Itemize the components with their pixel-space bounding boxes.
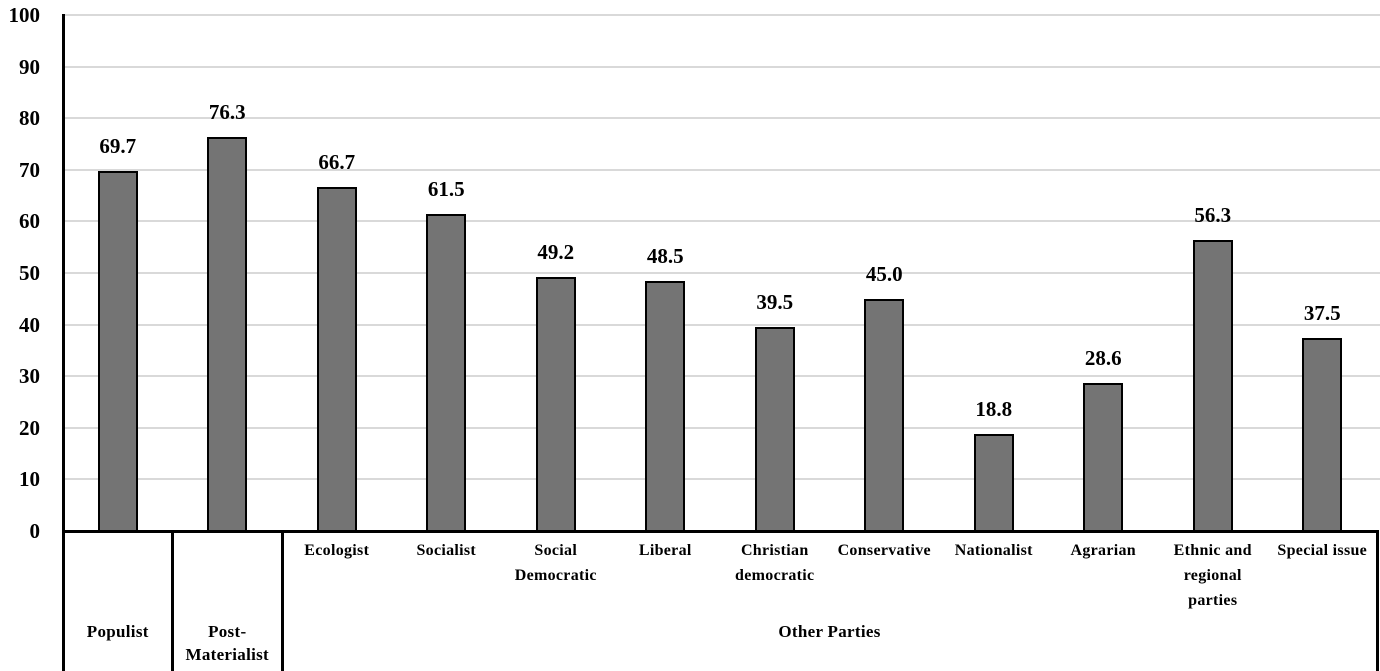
bar [1083, 383, 1124, 533]
bar [97, 171, 138, 533]
gridline-y-20 [63, 426, 1380, 429]
gridline-y-80 [63, 117, 1380, 120]
bar-value-label: 18.8 [975, 396, 1013, 421]
y-axis-tick-label: 60 [19, 209, 40, 234]
gridline-y-70 [63, 168, 1380, 171]
y-axis-tick-label: 50 [19, 261, 40, 285]
y-axis-tick-label: 90 [19, 54, 40, 79]
y-axis-tick-label: 100 [8, 3, 41, 27]
group-label: Other Parties [778, 622, 881, 641]
group-separator-line [1375, 529, 1379, 671]
bar-value-label: 61.5 [427, 176, 465, 201]
bar [754, 327, 795, 533]
bar [1302, 337, 1343, 533]
group-separator-line [171, 529, 174, 671]
category-label: Christian democratic [735, 542, 815, 584]
category-label: Social Democratic [514, 542, 597, 584]
bar-value-label: 69.7 [99, 134, 137, 159]
bar [426, 213, 467, 533]
y-axis-tick-label: 0 [29, 519, 41, 543]
category-label: Ethnic and regional parties [1173, 542, 1252, 609]
category-label: Special issue [1277, 542, 1368, 559]
group-label: Post- Materialist [185, 622, 270, 664]
x-axis-line [61, 529, 1378, 533]
bar [316, 186, 357, 533]
bar [207, 137, 248, 533]
group-label: Populist [86, 622, 149, 641]
category-label: Conservative [837, 542, 931, 559]
category-label: Socialist [416, 542, 477, 559]
bar [1192, 240, 1233, 533]
y-axis-tick-label: 70 [19, 157, 40, 182]
bar-value-label: 66.7 [318, 149, 356, 174]
y-axis-line [61, 14, 65, 671]
bar-value-label: 45.0 [865, 261, 903, 286]
bar-value-label: 76.3 [208, 100, 246, 125]
gridline-y-10 [63, 478, 1380, 481]
bar-value-label: 49.2 [537, 240, 575, 265]
bar-value-label: 39.5 [756, 290, 794, 315]
y-axis-tick-label: 80 [19, 106, 40, 131]
category-label: Ecologist [304, 542, 370, 559]
bar [864, 298, 905, 533]
bar [645, 280, 686, 533]
bar-value-label: 56.3 [1194, 203, 1232, 228]
bar [973, 433, 1014, 533]
y-axis-tick-label: 20 [19, 415, 40, 440]
gridline-y-30 [63, 375, 1380, 378]
gridline-y-90 [63, 65, 1380, 68]
y-axis-tick-label: 30 [19, 364, 40, 389]
y-axis-tick-label: 10 [19, 467, 40, 492]
category-label: Nationalist [954, 542, 1033, 559]
bar-value-label: 37.5 [1303, 300, 1341, 325]
category-label: Liberal [638, 542, 692, 559]
group-separator-line [280, 529, 284, 671]
bar-value-label: 28.6 [1084, 346, 1122, 371]
gridline-y-40 [63, 323, 1380, 326]
y-axis-tick-label: 40 [19, 312, 40, 337]
bar-value-label: 48.5 [646, 243, 684, 268]
bar [535, 277, 576, 533]
gridline-y-60 [63, 220, 1380, 223]
gridline-y-100 [63, 14, 1380, 16]
gridline-y-50 [63, 272, 1380, 274]
category-label: Agrarian [1070, 542, 1136, 559]
